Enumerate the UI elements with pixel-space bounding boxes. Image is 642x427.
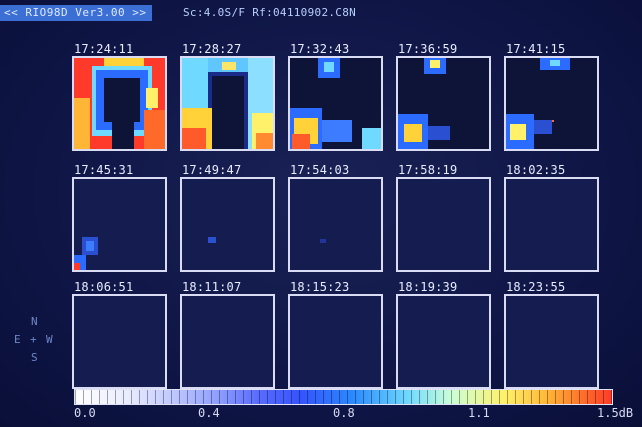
absorption-map (180, 177, 275, 272)
compass-east: E (14, 333, 21, 346)
absorption-map (396, 294, 491, 389)
frame-time: 18:15:23 (290, 280, 350, 294)
frame-time: 17:28:27 (182, 42, 242, 56)
color-scale-bar (74, 389, 613, 405)
absorption-map (504, 294, 599, 389)
frame-time: 17:58:19 (398, 163, 458, 177)
scan-info: Sc:4.0S/F Rf:04110902.C8N (183, 6, 357, 19)
scale-label: 0.8 (333, 406, 355, 420)
frame-time: 18:19:39 (398, 280, 458, 294)
frame-time: 17:45:31 (74, 163, 134, 177)
compass-west: W (46, 333, 53, 346)
frame-time: 18:02:35 (506, 163, 566, 177)
absorption-map (288, 294, 383, 389)
frame-time: 18:06:51 (74, 280, 134, 294)
frame-time: 17:36:59 (398, 42, 458, 56)
absorption-map (288, 177, 383, 272)
scale-ticks (75, 390, 612, 404)
title-bar: << RIO98D Ver3.00 >> Sc:4.0S/F Rf:041109… (0, 5, 642, 21)
frame-time: 17:41:15 (506, 42, 566, 56)
absorption-map (288, 56, 383, 151)
absorption-map (72, 294, 167, 389)
absorption-map (396, 177, 491, 272)
compass-rose: N E + W S (14, 315, 54, 371)
absorption-map (72, 56, 167, 151)
absorption-map (72, 177, 167, 272)
absorption-map (504, 177, 599, 272)
absorption-map (396, 56, 491, 151)
frame-time: 18:23:55 (506, 280, 566, 294)
scale-label: 1.5dB (597, 406, 634, 420)
frame-time: 18:11:07 (182, 280, 242, 294)
compass-north: N (31, 315, 38, 328)
absorption-map (180, 56, 275, 151)
frame-time: 17:24:11 (74, 42, 134, 56)
compass-south: S (31, 351, 38, 364)
scale-label: 0.0 (74, 406, 96, 420)
scale-label: 1.1 (468, 406, 490, 420)
scale-label: 0.4 (198, 406, 220, 420)
frame-time: 17:32:43 (290, 42, 350, 56)
absorption-map (504, 56, 599, 151)
program-badge: << RIO98D Ver3.00 >> (0, 5, 153, 21)
frame-time: 17:49:47 (182, 163, 242, 177)
compass-center-icon: + (30, 333, 37, 346)
frame-time: 17:54:03 (290, 163, 350, 177)
absorption-map (180, 294, 275, 389)
